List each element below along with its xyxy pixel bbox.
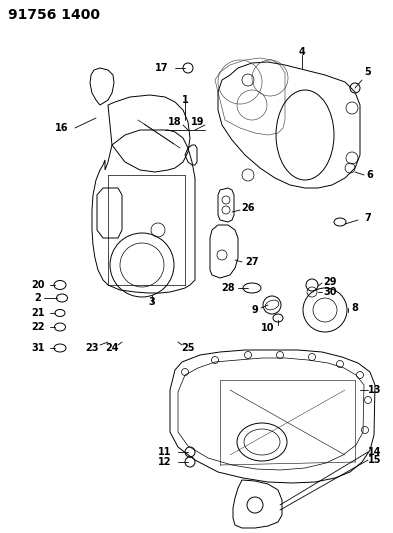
Text: 6: 6 bbox=[367, 170, 373, 180]
Text: 11: 11 bbox=[158, 447, 172, 457]
Text: 91756 1400: 91756 1400 bbox=[8, 8, 100, 22]
Text: 2: 2 bbox=[35, 293, 41, 303]
Text: 8: 8 bbox=[352, 303, 358, 313]
Text: 14: 14 bbox=[368, 447, 382, 457]
Text: 22: 22 bbox=[31, 322, 45, 332]
Text: 13: 13 bbox=[368, 385, 382, 395]
Text: 18: 18 bbox=[168, 117, 182, 127]
Text: 15: 15 bbox=[368, 455, 382, 465]
Text: 4: 4 bbox=[299, 47, 305, 57]
Text: 29: 29 bbox=[323, 277, 337, 287]
Text: 27: 27 bbox=[245, 257, 259, 267]
Text: 17: 17 bbox=[155, 63, 169, 73]
Text: 24: 24 bbox=[105, 343, 119, 353]
Text: 7: 7 bbox=[365, 213, 371, 223]
Text: 5: 5 bbox=[365, 67, 371, 77]
Text: 28: 28 bbox=[221, 283, 235, 293]
Text: 1: 1 bbox=[182, 95, 188, 105]
Text: 20: 20 bbox=[31, 280, 45, 290]
Text: 10: 10 bbox=[261, 323, 275, 333]
Text: 12: 12 bbox=[158, 457, 172, 467]
Text: 9: 9 bbox=[252, 305, 258, 315]
Text: 25: 25 bbox=[181, 343, 195, 353]
Text: 31: 31 bbox=[31, 343, 45, 353]
Text: 26: 26 bbox=[241, 203, 255, 213]
Text: 3: 3 bbox=[149, 297, 155, 307]
Text: 21: 21 bbox=[31, 308, 45, 318]
Text: 19: 19 bbox=[191, 117, 205, 127]
Text: 23: 23 bbox=[85, 343, 99, 353]
Text: 16: 16 bbox=[55, 123, 69, 133]
Text: 30: 30 bbox=[323, 287, 337, 297]
